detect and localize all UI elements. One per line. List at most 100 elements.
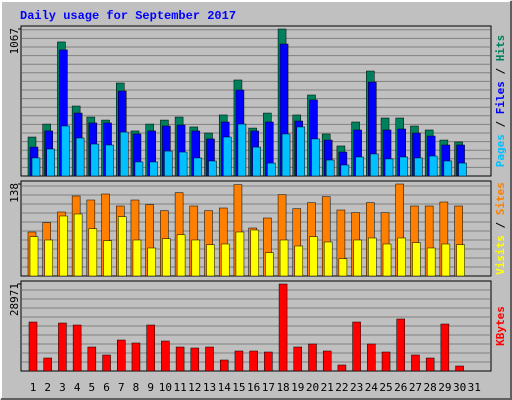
bar [267, 162, 276, 177]
bar [149, 161, 158, 177]
x-tick-label: 5 [89, 381, 96, 394]
bar [337, 364, 347, 372]
bar [88, 228, 98, 277]
bar [205, 346, 214, 372]
bar [265, 252, 274, 277]
x-tick-label: 14 [218, 381, 232, 394]
bar [87, 346, 97, 372]
bar [440, 323, 450, 372]
bar [443, 160, 453, 177]
bar [250, 229, 259, 277]
x-tick-label: 27 [409, 381, 422, 394]
bar [162, 238, 171, 277]
legend: Visits / Sites [494, 182, 507, 275]
bar [43, 357, 52, 372]
x-tick-label: 26 [394, 381, 407, 394]
x-tick-label: 2 [44, 381, 51, 394]
bar [252, 146, 261, 177]
x-tick-label: 9 [147, 381, 154, 394]
legend-entry: Sites [494, 182, 507, 215]
bar [72, 324, 82, 372]
bar [382, 243, 392, 277]
bar [105, 144, 114, 177]
bar [59, 215, 68, 277]
x-tick-label: 23 [350, 381, 363, 394]
bar [381, 351, 391, 372]
legend-entry: Files [494, 81, 507, 114]
x-tick-label: 10 [159, 381, 172, 394]
x-tick-label: 1 [30, 381, 37, 394]
bar [281, 133, 291, 177]
bar [234, 350, 244, 372]
bar [325, 159, 335, 177]
x-tick-label: 18 [276, 381, 289, 394]
legend-entry: Hits [494, 35, 507, 62]
bar [222, 136, 232, 177]
bar [311, 138, 320, 177]
y-tick-label: 1067 [8, 28, 21, 55]
bar [131, 342, 141, 372]
x-tick-label: 29 [438, 381, 451, 394]
bar [117, 339, 126, 372]
bar [399, 156, 408, 177]
bar [46, 148, 55, 177]
x-tick-label: 11 [173, 381, 186, 394]
bar [355, 156, 364, 177]
bar [176, 234, 186, 277]
bar [353, 239, 362, 277]
bar [220, 243, 230, 277]
bar [370, 153, 379, 177]
bar [455, 365, 464, 372]
x-tick-label: 7 [118, 381, 125, 394]
y-tick-label: 28971 [8, 283, 21, 316]
bar [120, 131, 129, 177]
x-tick-label: 24 [365, 381, 379, 394]
bar [296, 126, 306, 177]
legend-entry: Pages [494, 134, 507, 167]
bar [118, 216, 127, 277]
bar [132, 239, 142, 277]
bar [384, 158, 394, 177]
bar [58, 322, 67, 372]
bar [425, 357, 435, 372]
bar [73, 213, 83, 277]
x-tick-label: 20 [306, 381, 319, 394]
bar [75, 137, 85, 177]
legend-entry: Visits [494, 235, 507, 275]
bar [458, 162, 467, 177]
bar [190, 347, 200, 372]
y-tick-label: 138 [8, 183, 21, 203]
bar [397, 237, 406, 277]
bar [414, 157, 423, 177]
x-tick-label: 21 [321, 381, 334, 394]
bar [338, 258, 348, 277]
x-tick-label: 22 [335, 381, 348, 394]
x-tick-label: 4 [74, 381, 81, 394]
legend: KBytes [494, 306, 507, 346]
chart-title: Daily usage for September 2017 [20, 9, 236, 23]
bar [61, 125, 70, 177]
bar [103, 240, 112, 277]
bar [178, 151, 188, 177]
bar [441, 243, 451, 277]
bar [352, 321, 361, 372]
bar [294, 245, 304, 277]
bar [249, 350, 258, 372]
bar [28, 321, 38, 372]
bar [368, 237, 377, 277]
bar [164, 150, 173, 177]
x-tick-label: 16 [247, 381, 260, 394]
bar [323, 241, 333, 277]
bar [206, 244, 215, 277]
bar [367, 343, 376, 372]
bar [396, 318, 405, 372]
legend-separator: / [494, 114, 507, 134]
bar [293, 346, 303, 372]
x-tick-label: 28 [424, 381, 437, 394]
bar [412, 242, 421, 277]
bar [102, 354, 111, 372]
x-tick-label: 13 [203, 381, 216, 394]
